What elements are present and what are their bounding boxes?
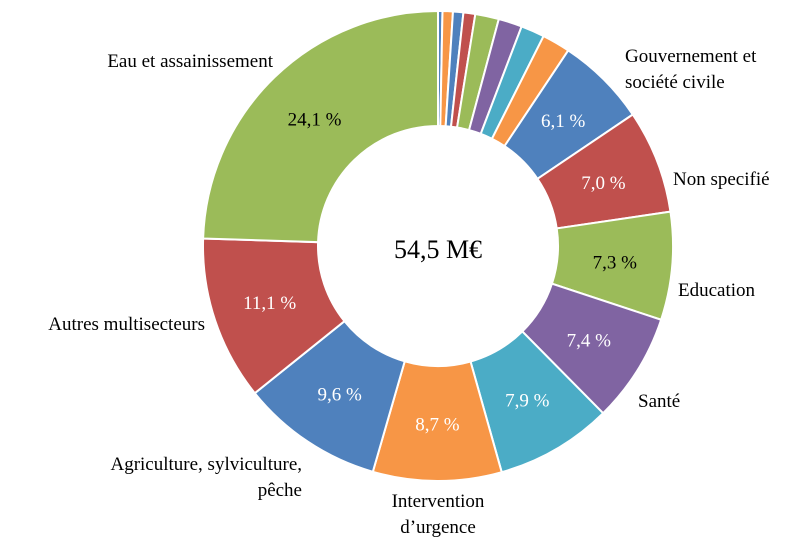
slice-value-label: 24,1 % (288, 110, 342, 131)
value-labels: 6,1 % 7,0 % 7,3 % 7,4 % 7,9 % 8,7 % 9,6 % 11,1 … (243, 110, 637, 436)
slice-value-label: 11,1 % (243, 293, 296, 314)
slice-value-label: 7,9 % (505, 390, 550, 411)
slice-category-label: Education (678, 280, 756, 301)
slice-category-label: Non specifié (673, 169, 770, 190)
donut-slice (202, 9, 439, 244)
slice-value-label: 7,3 % (593, 252, 638, 273)
slice-value-label: 9,6 % (317, 385, 362, 406)
category-labels: Gouvernement et société civile Non specifi… (48, 46, 769, 538)
slice-category-label: Intervention d’urgence (392, 491, 485, 538)
slice-value-label: 6,1 % (541, 111, 586, 132)
slice-category-label: Gouvernement et société civile (625, 46, 757, 93)
slice-value-label: 7,0 % (581, 173, 626, 194)
slice-value-label: 7,4 % (567, 331, 612, 352)
slice-category-label: Santé (638, 391, 680, 412)
slice-category-label: Eau et assainissement (107, 51, 273, 72)
slice-value-label: 8,7 % (415, 414, 460, 435)
slice-category-label: Autres multisecteurs (48, 314, 205, 335)
slice-category-label: Agriculture, sylviculture, pêche (110, 454, 302, 501)
donut-slices (202, 9, 674, 482)
center-total-label: 54,5 M€ (394, 235, 482, 264)
